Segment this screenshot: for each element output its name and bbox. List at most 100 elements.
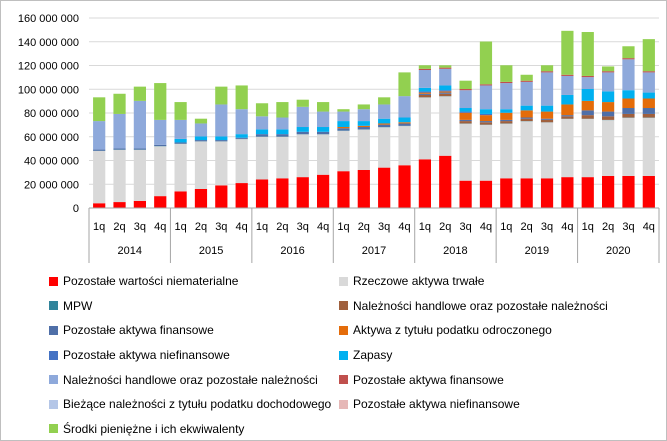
bar-segment: [479, 113, 493, 116]
bar-segment: [235, 134, 248, 138]
bar-segment: [439, 67, 452, 69]
bar-segment: [602, 175, 615, 208]
bar-segment: [296, 127, 309, 132]
bar-segment: [357, 170, 370, 208]
bar-stack: [622, 46, 635, 208]
bar-segment: [398, 165, 411, 208]
bar-stack: [317, 102, 330, 208]
x-tick-label: 2q: [358, 221, 370, 233]
bar-segment: [561, 75, 574, 95]
legend-label: Bieżące należności z tytułu podatku doch…: [63, 397, 332, 412]
bar-segment: [174, 191, 187, 208]
bar-stack: [479, 41, 493, 208]
bar-segment: [479, 122, 493, 125]
bar-segment: [296, 177, 309, 208]
bar-segment: [378, 167, 391, 208]
bar-segment: [194, 140, 208, 142]
bar-segment: [520, 105, 533, 111]
bar-segment: [337, 111, 350, 122]
bar-segment: [317, 134, 330, 175]
x-tick-label: 1q: [256, 221, 268, 233]
bar-segment: [439, 91, 452, 93]
bar-stack: [439, 65, 452, 208]
y-tick-label: 160 000 000: [18, 13, 79, 25]
legend-swatch: [339, 325, 348, 335]
bar-segment: [602, 91, 615, 103]
bar-segment: [500, 123, 513, 179]
bar-segment: [398, 126, 411, 166]
bar-segment: [418, 92, 431, 94]
bar-segment: [540, 122, 554, 179]
bar-segment: [500, 65, 513, 82]
bar-segment: [581, 115, 594, 119]
bar-segment: [520, 80, 533, 82]
bar-segment: [337, 128, 350, 131]
bar-segment: [479, 180, 493, 208]
bar-segment: [500, 109, 513, 113]
bar-segment: [174, 143, 187, 192]
bar-segment: [154, 196, 167, 208]
bar-segment: [337, 109, 350, 112]
legend-label: Pozostałe aktywa finansowe: [63, 323, 214, 338]
x-tick-label: 2q: [521, 221, 533, 233]
legend-swatch: [49, 325, 58, 335]
legend-label: Zapasy: [353, 348, 393, 363]
bar-segment: [255, 103, 269, 117]
bar-segment: [479, 41, 493, 85]
x-tick-label: 3q: [541, 221, 553, 233]
bar-segment: [255, 129, 269, 135]
bar-segment: [174, 138, 187, 143]
bar-segment: [622, 108, 635, 114]
bar-segment: [642, 71, 655, 73]
bar-segment: [113, 148, 126, 150]
bar-segment: [459, 121, 472, 124]
bar-segment: [439, 68, 452, 86]
bar-segment: [540, 118, 554, 120]
legend-item: Pozostałe wartości niematerialne: [49, 269, 339, 294]
bar-segment: [398, 122, 411, 124]
bar-segment: [255, 116, 269, 130]
legend-swatch: [339, 301, 348, 311]
bar-segment: [154, 83, 167, 120]
bar-segment: [561, 115, 574, 117]
bar-segment: [133, 86, 146, 101]
legend-item: Pozostałe aktywa niefinansowe: [339, 392, 639, 417]
bar-segment: [235, 109, 248, 135]
legend-swatch: [339, 399, 348, 409]
bar-segment: [398, 123, 411, 126]
legend-item: Pozostałe aktywa finansowe: [339, 367, 639, 392]
bar-segment: [418, 159, 431, 208]
bar-segment: [276, 117, 289, 130]
bar-segment: [561, 116, 574, 119]
x-group-label: 2019: [525, 245, 549, 257]
bar-segment: [418, 68, 431, 71]
bar-segment: [235, 85, 248, 110]
bar-segment: [418, 70, 431, 88]
x-tick-label: 2q: [113, 221, 125, 233]
bar-segment: [642, 117, 655, 176]
bar-segment: [194, 136, 208, 141]
bar-segment: [500, 119, 513, 122]
bar-segment: [602, 102, 615, 112]
bar-segment: [255, 179, 269, 208]
bar-stack: [378, 97, 391, 208]
x-tick-label: 3q: [378, 221, 390, 233]
bar-segment: [357, 104, 370, 110]
bar-segment: [602, 116, 615, 120]
legend: Pozostałe wartości niematerialne Rzeczowe…: [49, 269, 659, 441]
bar-segment: [378, 124, 391, 128]
bar-segment: [93, 97, 106, 122]
bar-segment: [540, 111, 554, 119]
x-tick-label: 3q: [134, 221, 146, 233]
bar-segment: [439, 155, 452, 208]
bar-stack: [459, 80, 472, 208]
bar-segment: [561, 74, 574, 76]
bar-segment: [642, 108, 655, 114]
bar-segment: [500, 112, 513, 120]
legend-label: Środki pieniężne i ich ekwiwalenty: [63, 421, 245, 436]
y-tick-label: 100 000 000: [18, 84, 79, 96]
bar-segment: [479, 121, 493, 123]
bar-segment: [133, 149, 146, 201]
y-tick-label: 60 000 000: [24, 132, 79, 144]
